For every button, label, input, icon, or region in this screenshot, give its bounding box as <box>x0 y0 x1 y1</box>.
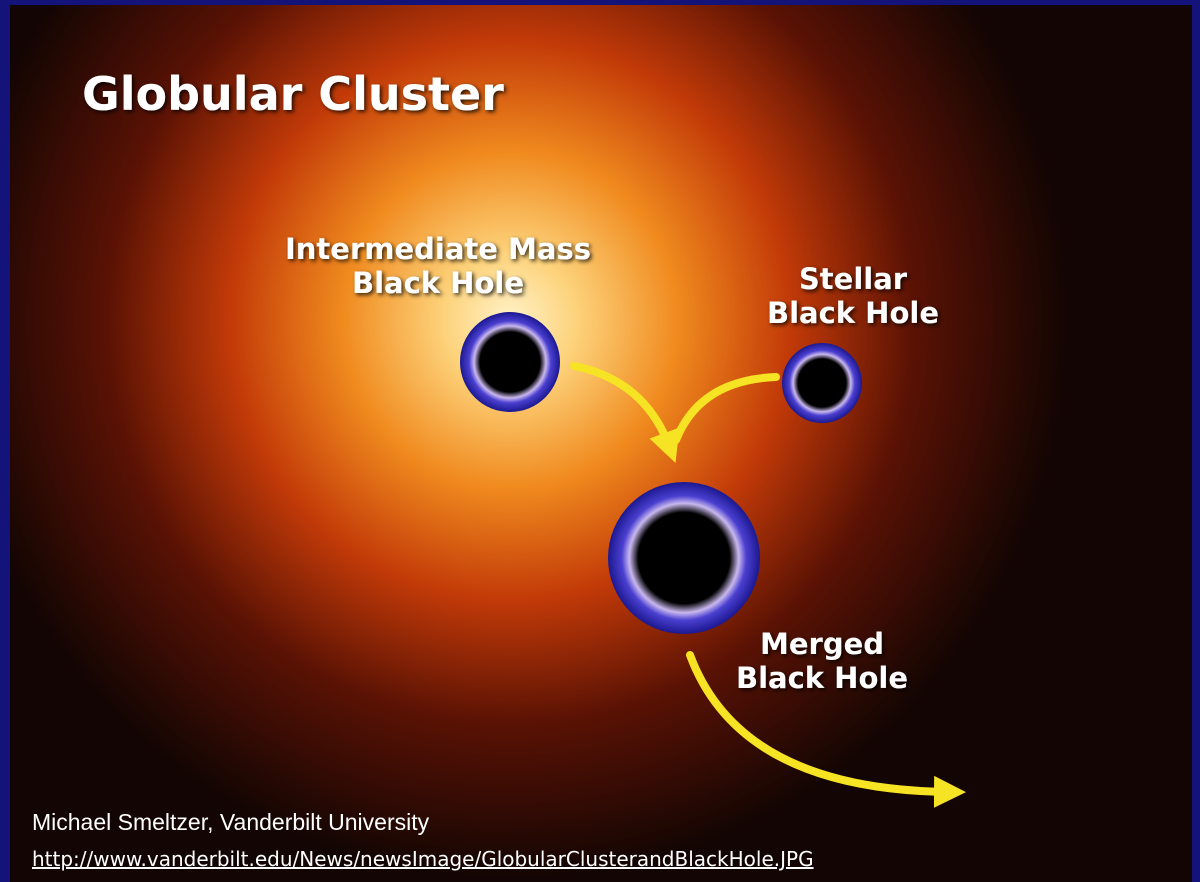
intermediate-black-hole <box>460 312 560 412</box>
label: Black Hole <box>736 661 908 695</box>
merged-black-hole <box>608 482 760 634</box>
label: Stellar <box>799 262 908 296</box>
arrow <box>570 362 680 464</box>
arrows <box>570 362 966 808</box>
label: Intermediate Mass <box>285 232 591 266</box>
label: Merged <box>760 627 884 661</box>
black-holes <box>460 312 862 634</box>
label: Black Hole <box>352 266 524 300</box>
stellar-black-hole <box>782 343 862 423</box>
title: Globular Cluster <box>82 67 504 121</box>
credit: Michael Smeltzer, Vanderbilt University <box>32 809 430 835</box>
label: Black Hole <box>767 296 939 330</box>
link[interactable]: http://www.vanderbilt.edu/News/newsImage… <box>32 847 814 871</box>
background-image <box>10 5 1192 882</box>
arrow <box>686 651 966 808</box>
arrow <box>672 373 780 444</box>
